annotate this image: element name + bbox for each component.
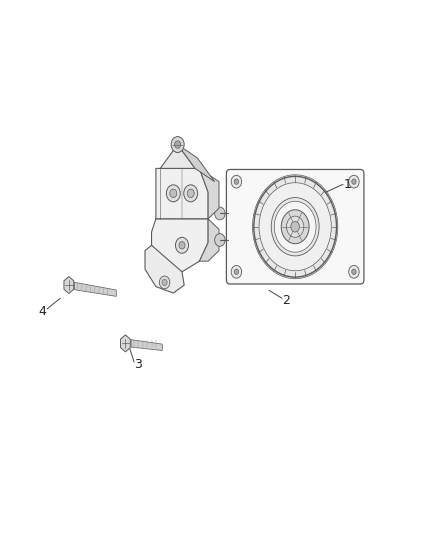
- Circle shape: [352, 269, 356, 274]
- Circle shape: [162, 279, 167, 286]
- Circle shape: [175, 141, 181, 148]
- Circle shape: [159, 276, 170, 289]
- Circle shape: [291, 221, 300, 232]
- Circle shape: [281, 210, 309, 244]
- Circle shape: [184, 185, 198, 202]
- Circle shape: [234, 269, 239, 274]
- Circle shape: [274, 201, 316, 252]
- Polygon shape: [131, 340, 162, 351]
- Circle shape: [349, 175, 359, 188]
- Circle shape: [170, 189, 177, 198]
- Circle shape: [352, 179, 356, 184]
- Polygon shape: [152, 219, 208, 272]
- Polygon shape: [199, 168, 219, 219]
- Circle shape: [231, 175, 242, 188]
- Circle shape: [286, 216, 304, 237]
- Polygon shape: [178, 144, 215, 182]
- FancyBboxPatch shape: [226, 169, 364, 284]
- Polygon shape: [145, 245, 184, 293]
- Polygon shape: [199, 219, 219, 261]
- Circle shape: [187, 189, 194, 198]
- Text: 3: 3: [134, 358, 142, 371]
- Polygon shape: [156, 168, 208, 219]
- Circle shape: [253, 175, 338, 279]
- Circle shape: [215, 207, 225, 220]
- Circle shape: [166, 185, 180, 202]
- Polygon shape: [160, 144, 195, 168]
- Circle shape: [231, 265, 242, 278]
- Text: 2: 2: [283, 294, 290, 308]
- Circle shape: [215, 233, 225, 246]
- Polygon shape: [74, 282, 116, 296]
- Circle shape: [349, 265, 359, 278]
- Circle shape: [179, 241, 185, 249]
- Circle shape: [176, 237, 188, 253]
- Text: 1: 1: [343, 178, 351, 191]
- Circle shape: [171, 136, 184, 152]
- Circle shape: [259, 183, 331, 271]
- Circle shape: [234, 179, 239, 184]
- Circle shape: [271, 198, 319, 256]
- Polygon shape: [64, 277, 74, 294]
- Polygon shape: [120, 335, 131, 352]
- Text: 4: 4: [39, 305, 47, 318]
